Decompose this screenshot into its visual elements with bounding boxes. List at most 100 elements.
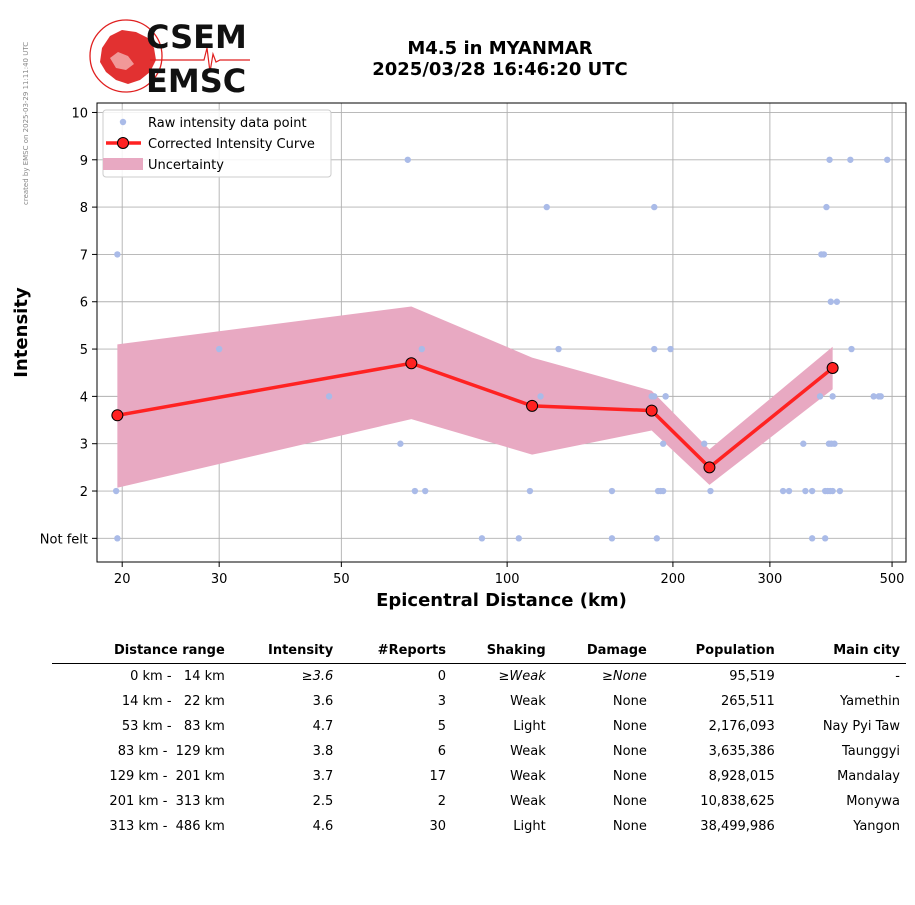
x-tick-label: 30 [211,572,228,587]
cell-shaking: ≥Weak [498,669,546,684]
uncertainty-band [117,306,833,488]
raw-data-point [829,487,836,495]
plot-frame [96,102,907,563]
cell-damage: None [612,744,647,759]
cell-population: 3,635,386 [708,744,775,759]
curve-marker [405,357,418,370]
raw-data-point [821,535,829,542]
cell-shaking: Weak [510,694,546,709]
cell-reports: 5 [437,719,446,734]
cell-population: 2,176,093 [708,719,775,734]
title-line-1: M4.5 in MYANMAR [407,38,593,59]
raw-data-point [411,487,419,495]
raw-data-point [555,345,562,353]
legend-band-swatch [103,158,143,170]
raw-data-point [325,393,333,400]
raw-data-point [820,251,828,258]
raw-data-point [543,203,550,211]
raw-data-point [848,345,855,353]
raw-data-point [537,393,544,400]
cell-damage: None [612,694,647,709]
raw-data-point [112,487,120,495]
cell-intensity: ≥3.6 [301,669,334,684]
raw-data-point [114,535,121,542]
raw-data-point [847,156,854,163]
raw-data-point [707,487,714,495]
legend-point-swatch [119,118,127,126]
chart-title: M4.5 in MYANMAR 2025/03/28 16:46:20 UTC [300,38,700,80]
cell-distance: 83 km - 129 km [117,744,225,759]
x-tick-label: 300 [757,572,782,587]
cell-shaking: Weak [510,744,546,759]
y-axis-label: Intensity [11,287,32,378]
y-tick-label: Not felt [40,532,88,547]
cell-distance: 14 km - 22 km [121,694,225,709]
raw-data-point [662,393,669,400]
raw-data-point [515,535,523,542]
cell-population: 8,928,015 [708,769,775,784]
legend: Raw intensity data point Corrected Intens… [102,109,332,178]
corrected-intensity-curve [117,361,834,470]
raw-data-point [418,345,426,353]
y-tick-label: 9 [80,154,88,169]
cell-reports: 2 [437,794,446,809]
raw-data-point [827,298,834,305]
x-tick-label: 50 [333,572,350,587]
legend-label: Uncertainty [148,158,224,173]
cell-reports: 30 [429,819,446,834]
x-tick-label: 100 [495,572,520,587]
table-row: 83 km - 129 km 3.8 6 Weak None 3,635,386 Taung… [52,739,906,764]
cell-population: 38,499,986 [700,819,775,834]
raw-data-point [651,393,658,400]
cell-intensity: 4.6 [312,819,334,834]
curve-marker [645,404,658,417]
cell-reports: 3 [437,694,446,709]
intensity-chart: 20 30 50 100 200 300 500 Not felt 2 3 4 5 6 7 8 9 10 Ep… [11,102,907,611]
column-header: Population [652,640,781,664]
cell-city: - [895,669,900,684]
raw-data-point [659,440,667,447]
column-header: Damage [551,640,653,664]
column-header: Intensity [230,640,340,664]
raw-data-point [877,393,885,400]
raw-data-point [823,203,830,211]
raw-data-point [779,487,787,495]
y-tick-label: 3 [80,438,88,453]
raw-points [112,156,891,542]
csem-emsc-logo: CSEM EMSC [89,18,250,96]
cell-damage: None [612,719,647,734]
legend-label: Corrected Intensity Curve [148,137,315,152]
cell-damage: None [612,819,647,834]
legend-marker-swatch [117,137,129,149]
raw-data-point [526,487,534,495]
cell-city: Mandalay [837,769,900,784]
cell-damage: None [612,794,647,809]
column-header: #Reports [339,640,452,664]
raw-data-point [608,535,616,542]
raw-data-point [651,345,658,353]
raw-data-point [836,487,844,495]
raw-data-point [808,535,816,542]
raw-data-point [833,298,841,305]
legend-box [102,109,332,178]
raw-data-point [404,156,411,163]
cell-shaking: Weak [510,769,546,784]
cell-population: 95,519 [729,669,775,684]
intensity-summary-table: Distance range Intensity #Reports Shaking Da… [52,640,906,839]
x-axis-ticks: 20 30 50 100 200 300 500 [114,562,904,587]
raw-data-point [884,156,891,163]
y-tick-label: 10 [71,106,88,121]
cell-city: Yangon [853,819,900,834]
cell-intensity: 3.7 [312,769,334,784]
cell-shaking: Light [513,719,546,734]
y-tick-label: 5 [80,343,88,358]
table-row: 53 km - 83 km 4.7 5 Light None 2,176,093 Nay P… [52,714,906,739]
raw-data-point [651,203,658,211]
y-tick-label: 4 [80,390,88,405]
cell-distance: 129 km - 201 km [109,769,225,784]
cell-distance: 0 km - 14 km [130,669,225,684]
y-tick-label: 6 [80,296,88,311]
x-tick-label: 200 [660,572,685,587]
raw-data-point [701,440,708,447]
cell-shaking: Light [513,819,546,834]
